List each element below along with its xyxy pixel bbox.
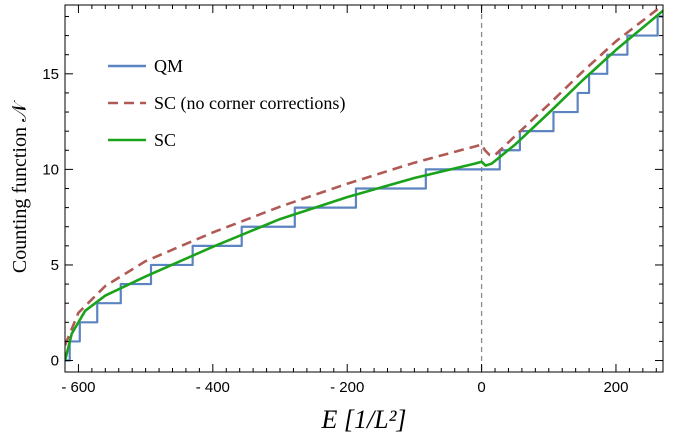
- y-tick-label: 15: [42, 66, 59, 83]
- x-tick-label: - 200: [330, 379, 364, 396]
- y-tick-label: 10: [42, 161, 59, 178]
- y-axis-title: Counting function 𝒩: [9, 100, 31, 273]
- x-tick-label: - 600: [61, 379, 95, 396]
- y-tick-label: 0: [51, 353, 59, 370]
- series-qm-line: [65, 15, 663, 362]
- x-tick-label: 0: [477, 379, 485, 396]
- x-tick-label: - 400: [196, 379, 230, 396]
- series-sc-line: [65, 9, 663, 361]
- series-sc-no-corner-line: [65, 5, 663, 346]
- legend-label-sc-no-corner: SC (no corner corrections): [154, 93, 345, 114]
- y-tick-label: 5: [51, 257, 59, 274]
- x-tick-label: 200: [603, 379, 628, 396]
- x-axis-title: E [1/L²]: [320, 405, 406, 434]
- legend-label-sc: SC: [154, 130, 176, 150]
- legend-label-qm: QM: [154, 56, 183, 76]
